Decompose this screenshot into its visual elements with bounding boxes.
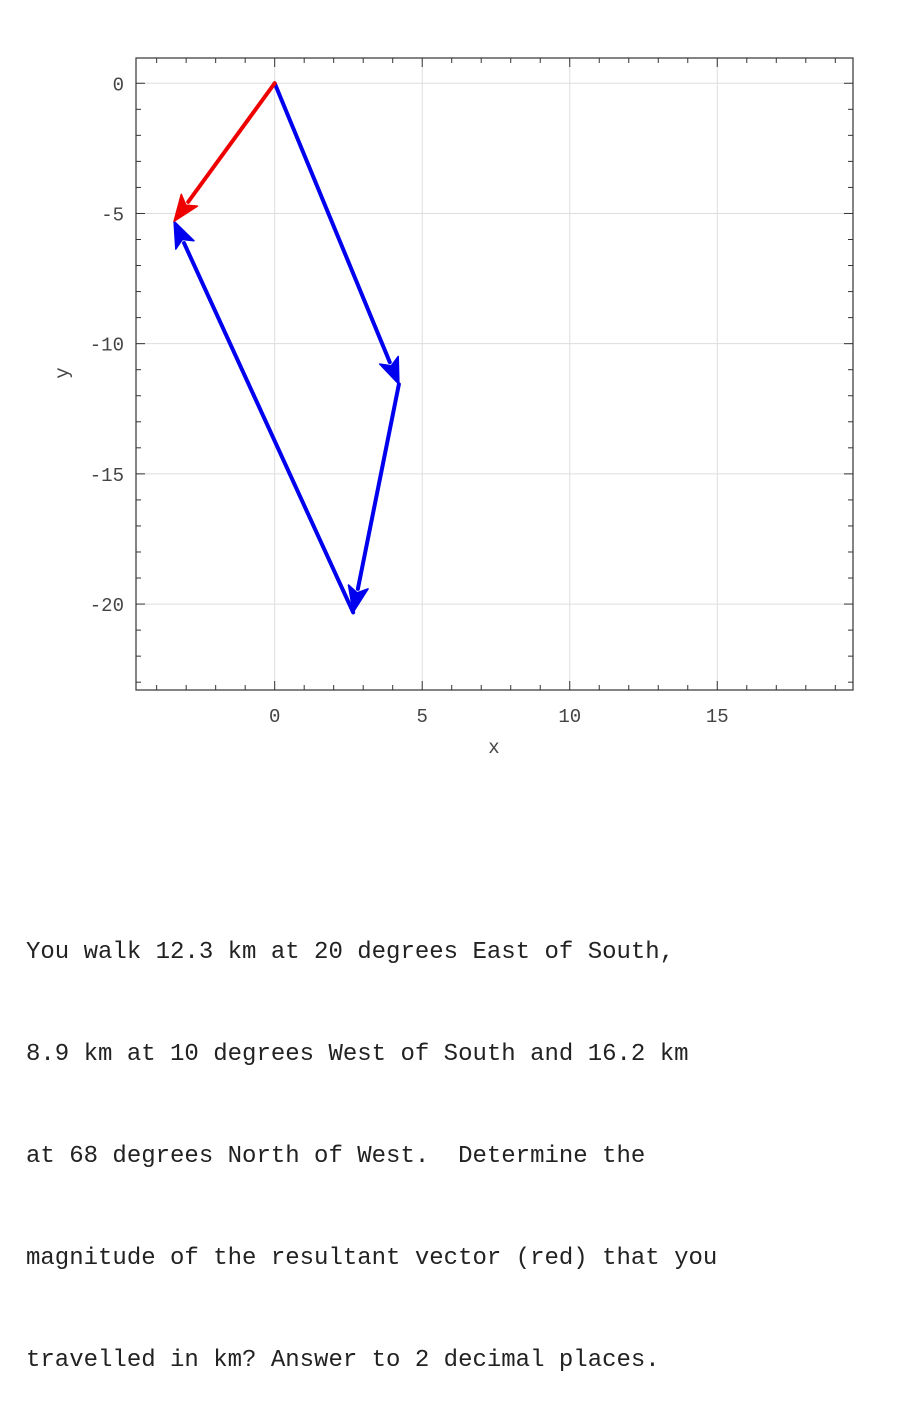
question-line: 8.9 km at 10 degrees West of South and 1… bbox=[26, 1041, 689, 1068]
vector-b bbox=[347, 382, 401, 614]
question-line: at 68 degrees North of West. Determine t… bbox=[26, 1143, 646, 1170]
x-tick-label: 5 bbox=[417, 706, 428, 728]
question-line: You walk 12.3 km at 20 degrees East of S… bbox=[26, 939, 675, 966]
grid bbox=[136, 58, 853, 690]
vector-a bbox=[272, 81, 400, 386]
x-tick-label: 15 bbox=[706, 706, 729, 728]
y-tick-label: -10 bbox=[90, 335, 124, 357]
vectors bbox=[173, 81, 401, 615]
tick-labels: 0 5 10 15 0 -5 -10 -15 -20 bbox=[90, 74, 729, 728]
plot-frame bbox=[135, 57, 854, 691]
vector-arrowhead bbox=[173, 220, 195, 250]
vector-arrowhead bbox=[173, 193, 199, 223]
y-tick-label: -20 bbox=[90, 595, 124, 617]
vector-c bbox=[173, 220, 356, 615]
y-tick-label: -15 bbox=[90, 465, 124, 487]
y-tick-label: 0 bbox=[113, 74, 124, 96]
axis-ticks bbox=[136, 58, 853, 690]
question-line: magnitude of the resultant vector (red) … bbox=[26, 1245, 718, 1272]
vector-shaft bbox=[182, 241, 356, 615]
vector-chart-svg: 0 5 10 15 0 -5 -10 -15 -20 x y bbox=[52, 57, 854, 759]
question-text: You walk 12.3 km at 20 degrees East of S… bbox=[26, 868, 886, 1412]
y-tick-label: -5 bbox=[101, 204, 124, 226]
vector-shaft bbox=[272, 81, 392, 365]
vector-shaft bbox=[355, 382, 401, 591]
question-line: travelled in km? Answer to 2 decimal pla… bbox=[26, 1347, 660, 1374]
y-axis-label: y bbox=[52, 367, 74, 378]
vector-r bbox=[173, 81, 277, 223]
vector-arrowhead bbox=[347, 584, 369, 614]
x-tick-label: 0 bbox=[269, 706, 280, 728]
x-axis-label: x bbox=[488, 737, 499, 759]
vector-shaft bbox=[186, 81, 277, 204]
vector-chart: 0 5 10 15 0 -5 -10 -15 -20 x y bbox=[52, 57, 854, 759]
x-tick-label: 10 bbox=[558, 706, 581, 728]
vector-arrowhead bbox=[378, 355, 400, 386]
plot-border bbox=[135, 57, 854, 691]
